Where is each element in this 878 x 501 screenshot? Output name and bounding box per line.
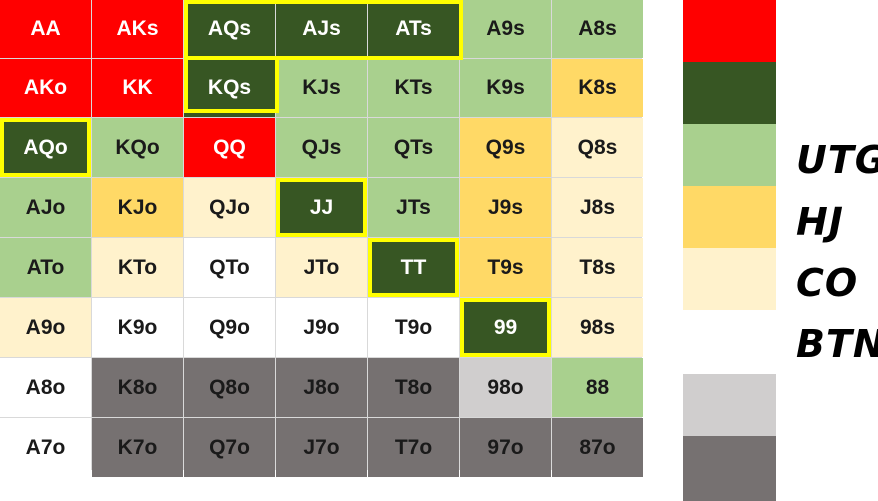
hand-cell: T9s: [460, 238, 551, 297]
hand-cell: ATs: [368, 0, 459, 58]
hand-cell: QQ: [184, 118, 275, 177]
legend-label-hj: HJ: [796, 200, 844, 244]
legend-swatch-btn: [683, 248, 776, 310]
legend-label-co: CO: [796, 261, 859, 305]
hand-cell: 88: [552, 358, 643, 417]
hand-cell: Q7o: [184, 418, 275, 477]
hand-cell: 98o: [460, 358, 551, 417]
hand-cell: J9o: [276, 298, 367, 357]
hand-cell: TT: [368, 238, 459, 297]
hand-cell: 87o: [552, 418, 643, 477]
hand-cell: JTo: [276, 238, 367, 297]
legend-swatch-dark-gray: [683, 436, 776, 501]
hand-cell: J7o: [276, 418, 367, 477]
legend-label-utg: UTG: [796, 138, 878, 182]
hand-cell: QTs: [368, 118, 459, 177]
hand-cell: AJs: [276, 0, 367, 58]
legend-swatch-co: [683, 186, 776, 248]
hand-cell: A9s: [460, 0, 551, 58]
hand-cell: AA: [0, 0, 91, 58]
color-legend: [683, 0, 776, 501]
hand-cell: 99: [460, 298, 551, 357]
hand-cell: AKs: [92, 0, 183, 58]
hand-cell: K7o: [92, 418, 183, 477]
legend-label-btn: BTN: [796, 322, 878, 366]
hand-cell: K9o: [92, 298, 183, 357]
legend-swatch-hj: [683, 124, 776, 186]
hand-cell: T9o: [368, 298, 459, 357]
hand-cell: K9s: [460, 59, 551, 117]
hand-cell: QJo: [184, 178, 275, 237]
hand-cell: AKo: [0, 59, 91, 117]
legend-swatch-utg: [683, 62, 776, 124]
legend-swatch-light-gray: [683, 374, 776, 436]
hand-range-grid: AA AKs AQs AJs ATs A9s A8s AKo KK KQs KJs KTs K9s K8s…: [0, 0, 643, 477]
hand-cell: 97o: [460, 418, 551, 477]
hand-cell: QJs: [276, 118, 367, 177]
hand-cell: AQs: [184, 0, 275, 58]
hand-cell: A7o: [0, 418, 91, 477]
hand-cell: 98s: [552, 298, 643, 357]
hand-cell: QTo: [184, 238, 275, 297]
legend-swatch-premium: [683, 0, 776, 62]
hand-cell: KQs: [184, 59, 275, 117]
hand-cell: K8s: [552, 59, 643, 117]
hand-cell: AJo: [0, 178, 91, 237]
hand-cell: T8o: [368, 358, 459, 417]
hand-cell: A8s: [552, 0, 643, 58]
hand-cell: KJo: [92, 178, 183, 237]
hand-cell: KTo: [92, 238, 183, 297]
hand-cell: J9s: [460, 178, 551, 237]
hand-cell: KQo: [92, 118, 183, 177]
hand-cell: Q9o: [184, 298, 275, 357]
hand-cell: Q8o: [184, 358, 275, 417]
hand-cell: ATo: [0, 238, 91, 297]
hand-cell: JJ: [276, 178, 367, 237]
legend-swatch-none: [683, 310, 776, 374]
hand-cell: JTs: [368, 178, 459, 237]
hand-cell: K8o: [92, 358, 183, 417]
hand-cell: KK: [92, 59, 183, 117]
hand-cell: KTs: [368, 59, 459, 117]
hand-cell: A8o: [0, 358, 91, 417]
hand-cell: J8o: [276, 358, 367, 417]
hand-cell: Q8s: [552, 118, 643, 177]
hand-cell: AQo: [0, 118, 91, 177]
hand-cell: T8s: [552, 238, 643, 297]
hand-cell: Q9s: [460, 118, 551, 177]
hand-cell: T7o: [368, 418, 459, 477]
hand-cell: A9o: [0, 298, 91, 357]
hand-cell: KJs: [276, 59, 367, 117]
hand-cell: J8s: [552, 178, 643, 237]
